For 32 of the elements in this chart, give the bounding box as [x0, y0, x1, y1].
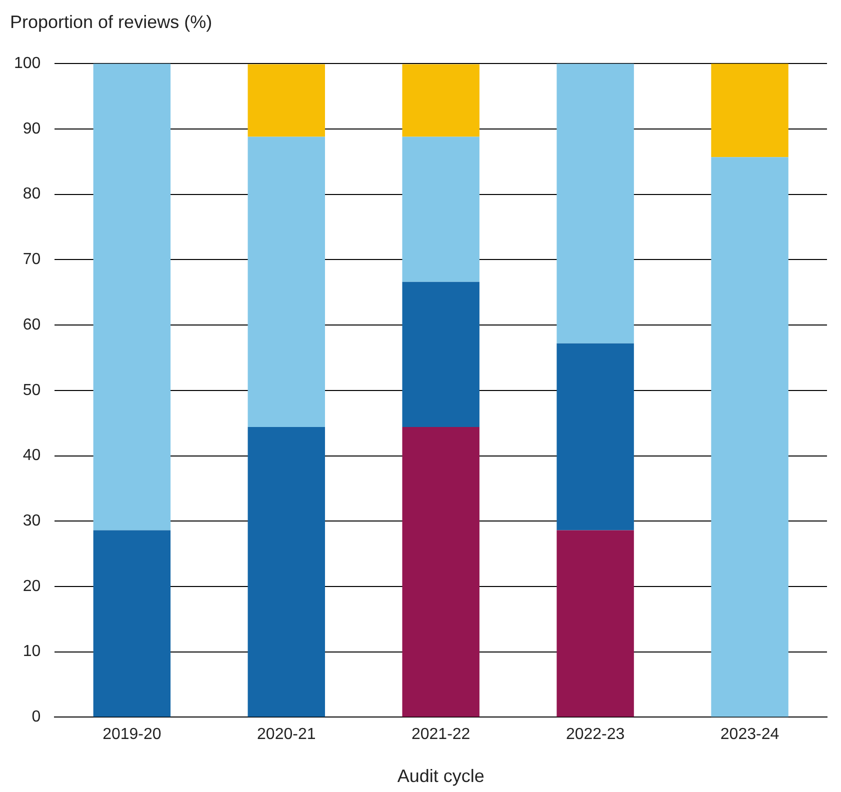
x-tick-label: 2019-20: [102, 726, 162, 744]
bar: [556, 343, 634, 530]
bar: [402, 64, 480, 137]
y-tick-label: 40: [22, 447, 41, 464]
bar: [711, 157, 788, 717]
x-tick-label: 2021-22: [411, 726, 470, 744]
x-tick-label: 2023-24: [720, 726, 780, 744]
bar: [93, 530, 171, 717]
bar: [402, 136, 480, 282]
x-tick-label: 2022-23: [566, 726, 625, 744]
bar: [93, 64, 171, 530]
x-axis-title: Audit cycle: [397, 766, 484, 786]
y-axis-title: Proportion of reviews (%): [10, 12, 212, 33]
x-tick-label: 2020-21: [257, 726, 316, 744]
y-tick-label: 100: [14, 55, 41, 72]
y-tick-label: 90: [22, 120, 41, 138]
y-tick-label: 0: [32, 708, 41, 726]
y-tick-label: 30: [22, 512, 41, 530]
y-tick-label: 70: [22, 251, 41, 268]
bar: [248, 427, 325, 717]
y-tick-label: 20: [22, 578, 41, 595]
y-tick-label: 50: [22, 382, 41, 399]
bar: [556, 530, 634, 717]
bar: [402, 427, 480, 717]
y-tick-label: 10: [22, 643, 41, 660]
bar: [711, 64, 788, 158]
bar: [402, 282, 480, 427]
bar: [556, 64, 634, 344]
bar: [248, 136, 325, 427]
y-tick-label: 60: [22, 316, 41, 334]
bar: [248, 64, 325, 137]
y-tick-label: 80: [22, 186, 41, 203]
